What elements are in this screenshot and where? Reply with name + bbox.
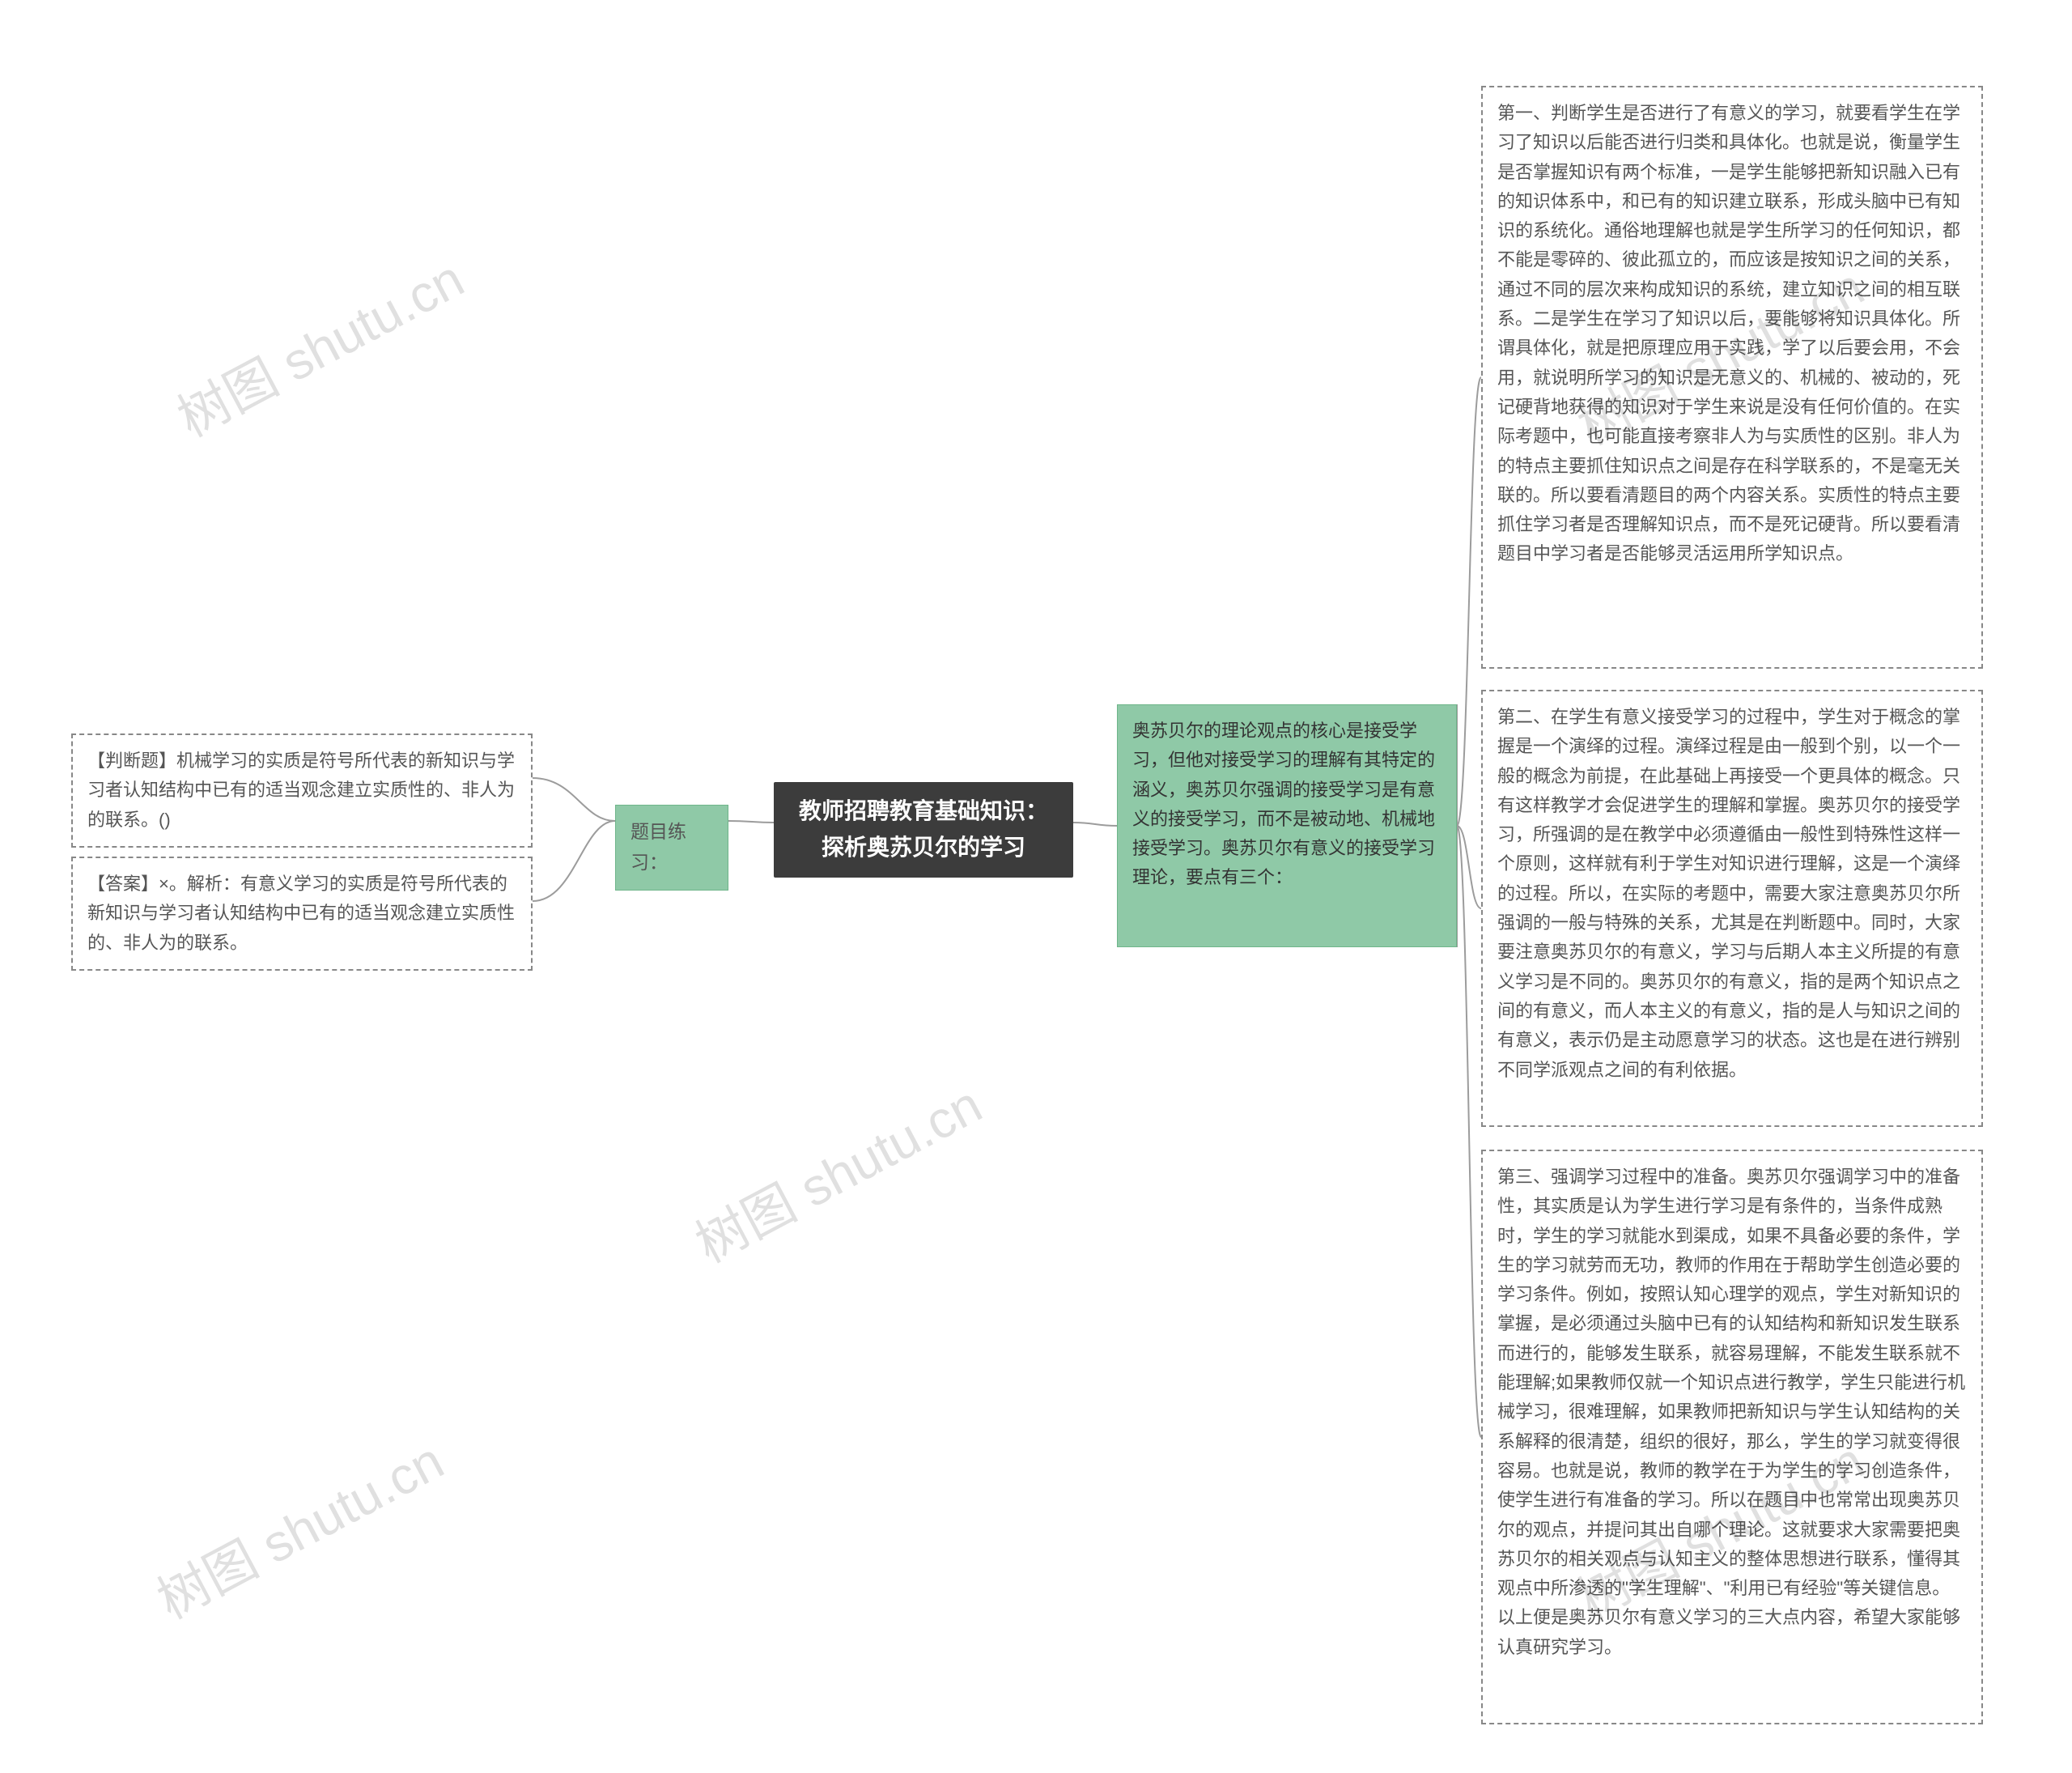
answer-box: 【答案】×。解析：有意义学习的实质是符号所代表的新知识与学习者认知结构中已有的适… xyxy=(71,857,533,971)
point-1-box: 第一、判断学生是否进行了有意义的学习，就要看学生在学习了知识以后能否进行归类和具… xyxy=(1481,86,1983,669)
right-summary-node: 奥苏贝尔的理论观点的核心是接受学习，但他对接受学习的理解有其特定的涵义，奥苏贝尔… xyxy=(1117,704,1457,947)
watermark: 树图 shutu.cn xyxy=(681,1064,993,1277)
point-3-box: 第三、强调学习过程中的准备。奥苏贝尔强调学习中的准备性，其实质是认为学生进行学习… xyxy=(1481,1150,1983,1724)
point-2-box: 第二、在学生有意义接受学习的过程中，学生对于概念的掌握是一个演绎的过程。演绎过程… xyxy=(1481,690,1983,1127)
center-line2: 探析奥苏贝尔的学习 xyxy=(822,835,1025,860)
question-box: 【判断题】机械学习的实质是符号所代表的新知识与学习者认知结构中已有的适当观念建立… xyxy=(71,733,533,848)
watermark: 树图 shutu.cn xyxy=(163,238,475,451)
center-node: 教师招聘教育基础知识： 探析奥苏贝尔的学习 xyxy=(774,782,1073,878)
left-branch-label: 题目练习： xyxy=(615,805,728,891)
watermark: 树图 shutu.cn xyxy=(142,1420,455,1633)
center-line1: 教师招聘教育基础知识： xyxy=(799,798,1048,823)
